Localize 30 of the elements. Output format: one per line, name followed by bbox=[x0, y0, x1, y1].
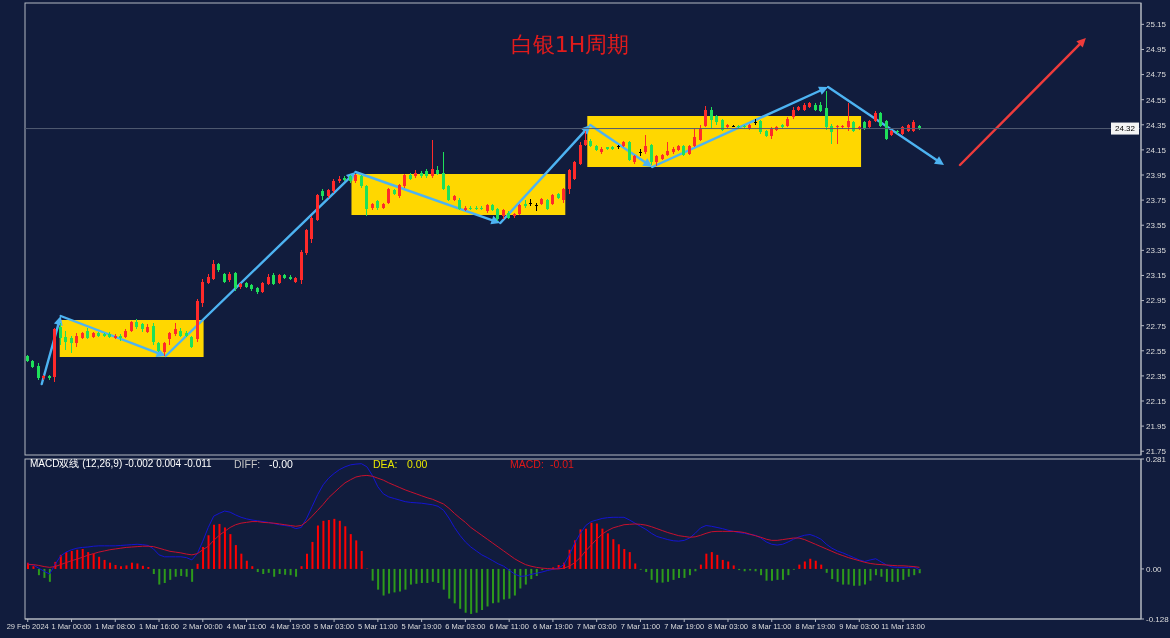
text: 白银1H周期 bbox=[510, 32, 630, 58]
y-tick-label: 21.95 bbox=[1146, 421, 1167, 431]
y-tick-label: 22.95 bbox=[1146, 296, 1167, 306]
annotation: -0.01 bbox=[550, 458, 574, 470]
y-tick-label: 0.00 bbox=[1146, 564, 1163, 574]
y-tick-label: 23.75 bbox=[1146, 195, 1167, 205]
y-tick-label: 23.95 bbox=[1146, 170, 1167, 180]
y-tick-label: 22.35 bbox=[1146, 371, 1167, 381]
y-tick-label: 24.75 bbox=[1146, 70, 1167, 80]
ref-line-label: 24.32 bbox=[1114, 124, 1136, 134]
y-tick-label: 22.75 bbox=[1146, 321, 1167, 331]
annotation: DEA: bbox=[373, 458, 398, 470]
y-tick-label: 24.35 bbox=[1146, 120, 1167, 130]
y-tick-label: 23.55 bbox=[1146, 221, 1167, 231]
annotation: -0.00 bbox=[269, 458, 293, 470]
y-tick-label: -0.128 bbox=[1146, 614, 1170, 624]
y-tick-label: 25.15 bbox=[1146, 20, 1167, 30]
y-tick-label: 23.35 bbox=[1146, 246, 1167, 256]
annotation: DIFF: bbox=[234, 458, 261, 470]
y-tick-label: 23.15 bbox=[1146, 271, 1167, 281]
y-tick-label: 21.75 bbox=[1146, 447, 1167, 457]
annotation: MACD: bbox=[510, 458, 544, 470]
y-tick-label: 24.55 bbox=[1146, 95, 1167, 105]
annotation: 0.00 bbox=[407, 458, 428, 470]
y-tick-label: 24.15 bbox=[1146, 145, 1167, 155]
y-tick-label: 22.15 bbox=[1146, 396, 1167, 406]
y-tick-label: 24.95 bbox=[1146, 45, 1167, 55]
annotation: MACD双线 (12,26,9) -0.002 0.004 -0.011 bbox=[30, 458, 212, 470]
y-tick-label: 22.55 bbox=[1146, 346, 1167, 356]
y-tick-label: 0.281 bbox=[1146, 454, 1167, 464]
